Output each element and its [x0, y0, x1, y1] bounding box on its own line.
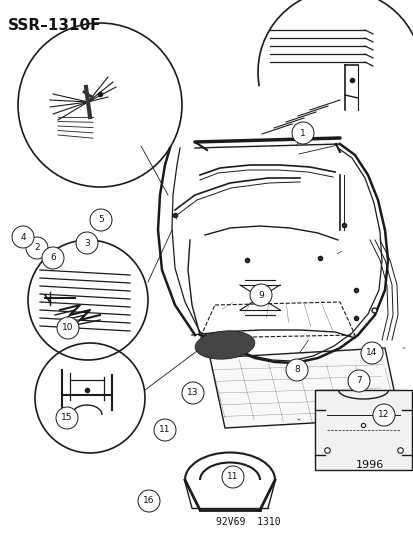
Circle shape: [372, 404, 394, 426]
Circle shape: [285, 359, 307, 381]
Circle shape: [90, 209, 112, 231]
Text: 5: 5: [98, 215, 104, 224]
Text: 6: 6: [50, 254, 56, 262]
Polygon shape: [209, 348, 399, 428]
Circle shape: [12, 226, 34, 248]
Text: 3: 3: [84, 238, 90, 247]
Text: 2: 2: [34, 244, 40, 253]
Text: 11: 11: [159, 425, 170, 434]
Text: 16: 16: [143, 497, 154, 505]
Text: 10: 10: [62, 324, 74, 333]
Text: 11: 11: [227, 472, 238, 481]
Circle shape: [360, 342, 382, 364]
Text: 7: 7: [355, 376, 361, 385]
FancyBboxPatch shape: [314, 390, 411, 470]
Text: 1996: 1996: [355, 460, 383, 470]
Circle shape: [138, 490, 159, 512]
Text: 12: 12: [377, 410, 389, 419]
Text: 14: 14: [366, 349, 377, 358]
Circle shape: [57, 317, 79, 339]
Text: 1: 1: [299, 128, 305, 138]
Text: 13: 13: [187, 389, 198, 398]
Circle shape: [291, 122, 313, 144]
Text: SSR–1310F: SSR–1310F: [8, 18, 101, 33]
Circle shape: [249, 284, 271, 306]
Text: 9: 9: [257, 290, 263, 300]
Ellipse shape: [195, 331, 254, 359]
Circle shape: [26, 237, 48, 259]
Circle shape: [154, 419, 176, 441]
Circle shape: [182, 382, 204, 404]
Circle shape: [347, 370, 369, 392]
Text: 92V69  1310: 92V69 1310: [215, 517, 280, 527]
Text: 4: 4: [20, 232, 26, 241]
Text: 8: 8: [293, 366, 299, 375]
Circle shape: [221, 466, 243, 488]
Circle shape: [56, 407, 78, 429]
Circle shape: [76, 232, 98, 254]
Text: 15: 15: [61, 414, 73, 423]
Circle shape: [42, 247, 64, 269]
